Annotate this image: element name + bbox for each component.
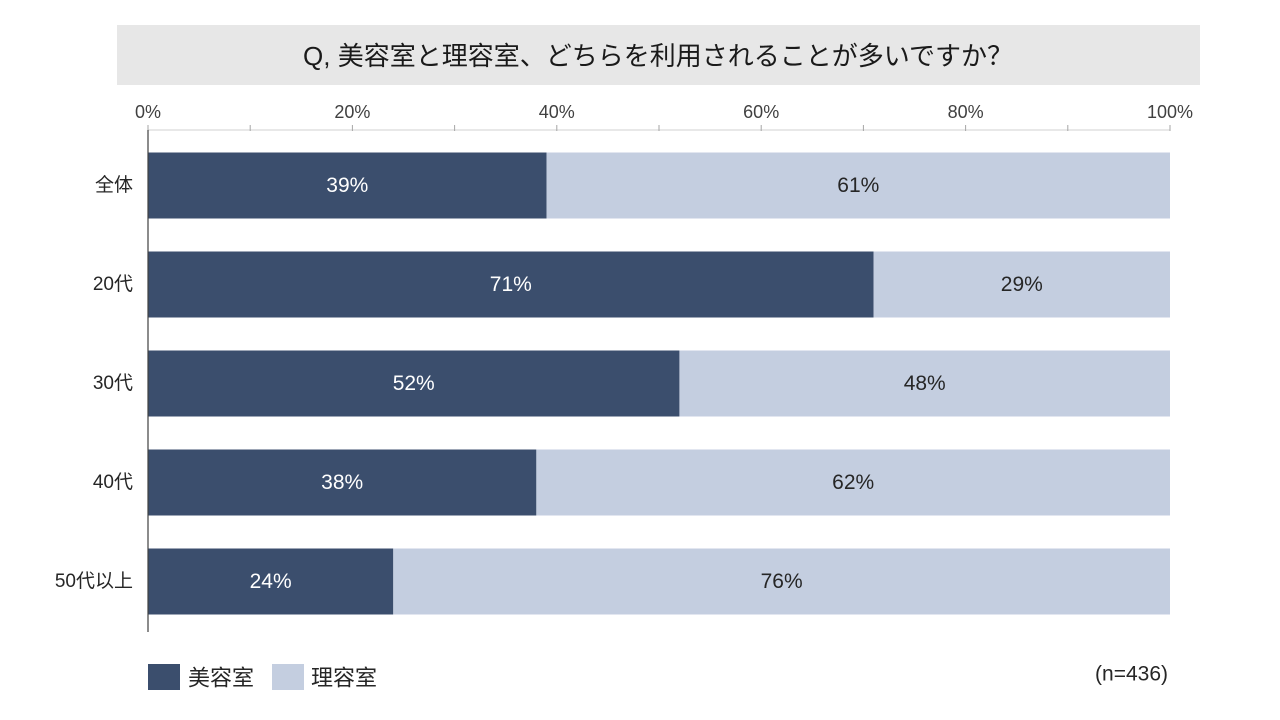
legend-swatch-beauty-salon: [148, 664, 180, 690]
data-label-barbershop: 61%: [837, 174, 879, 197]
chart-title: Q, 美容室と理容室、どちらを利用されることが多いですか？: [303, 41, 1013, 71]
sample-size-note: (n=436): [1095, 663, 1168, 686]
category-label: 50代以上: [55, 570, 133, 592]
data-label-barbershop: 62%: [832, 471, 874, 494]
x-tick-label: 20%: [334, 102, 370, 122]
data-label-beauty-salon: 71%: [490, 273, 532, 296]
bar-segment-barbershop: [679, 350, 1170, 417]
x-tick-label: 80%: [948, 102, 984, 122]
category-label: 全体: [95, 174, 133, 196]
plot-area: 39% 61% 71% 29% 52% 48% 38% 62% 24% 76%: [148, 152, 1170, 615]
category-labels: 全体 20代 30代 40代 50代以上: [55, 174, 133, 592]
category-label: 30代: [93, 372, 133, 394]
bar-segment-beauty-salon: [148, 152, 547, 219]
x-tick-label: 40%: [539, 102, 575, 122]
bar-row: 71% 29%: [148, 251, 1170, 318]
legend: 美容室 理容室: [148, 664, 377, 691]
bar-segment-barbershop: [536, 449, 1170, 516]
data-label-barbershop: 76%: [761, 570, 803, 593]
category-label: 20代: [93, 273, 133, 295]
data-label-beauty-salon: 38%: [321, 471, 363, 494]
bar-segment-beauty-salon: [148, 548, 394, 615]
bar-segment-beauty-salon: [148, 251, 874, 318]
legend-swatch-barbershop: [272, 664, 304, 690]
bar-segment-barbershop: [873, 251, 1170, 318]
data-label-beauty-salon: 39%: [326, 174, 368, 197]
x-tick-label: 100%: [1147, 102, 1193, 122]
bar-row: 52% 48%: [148, 350, 1170, 417]
data-label-beauty-salon: 24%: [250, 570, 292, 593]
data-label-barbershop: 48%: [904, 372, 946, 395]
bar-segment-barbershop: [546, 152, 1170, 219]
legend-label-barbershop: 理容室: [311, 666, 377, 691]
bar-segment-beauty-salon: [148, 449, 537, 516]
bar-row: 24% 76%: [148, 548, 1170, 615]
bar-row: 39% 61%: [148, 152, 1170, 219]
x-tick-label: 0%: [135, 102, 161, 122]
data-label-barbershop: 29%: [1001, 273, 1043, 296]
bar-segment-barbershop: [393, 548, 1170, 615]
x-axis: 0% 20% 40% 60% 80% 100%: [135, 102, 1193, 131]
category-label: 40代: [93, 471, 133, 493]
data-label-beauty-salon: 52%: [393, 372, 435, 395]
legend-label-beauty-salon: 美容室: [188, 666, 254, 691]
title-background: [117, 25, 1200, 85]
bar-row: 38% 62%: [148, 449, 1170, 516]
bar-segment-beauty-salon: [148, 350, 680, 417]
x-tick-label: 60%: [743, 102, 779, 122]
